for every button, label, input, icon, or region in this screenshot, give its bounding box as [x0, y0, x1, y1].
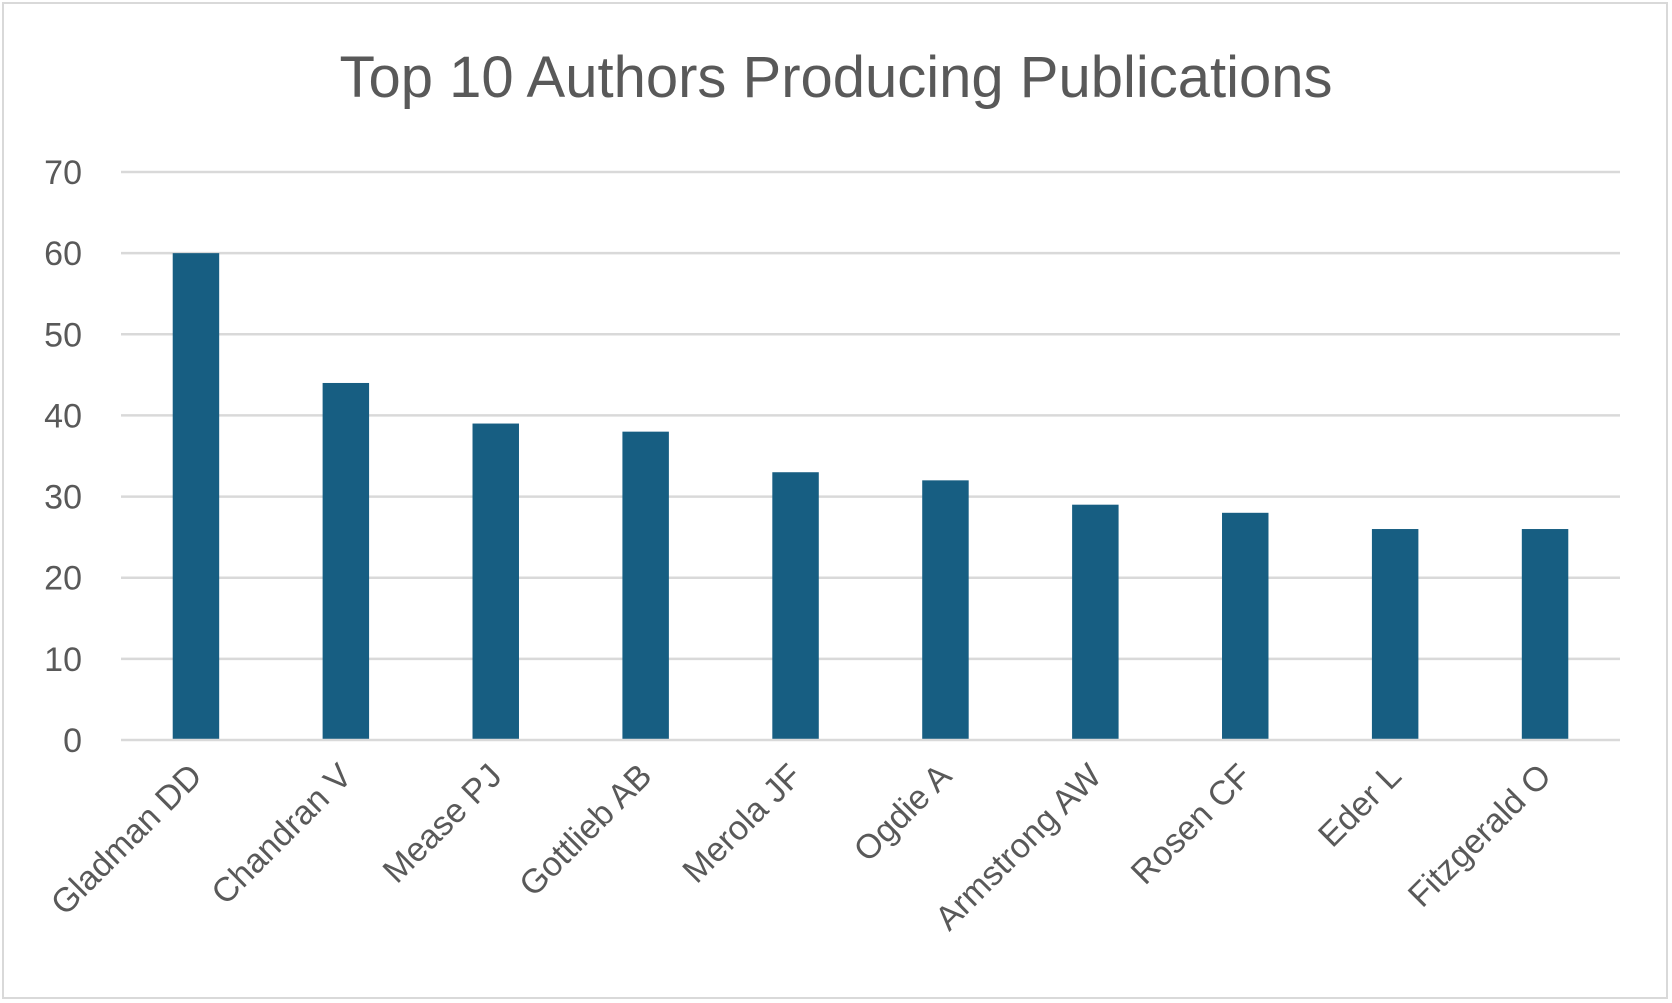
- x-category-label: Gladman DD: [44, 757, 210, 923]
- gridlines: [121, 170, 1620, 661]
- bar: [172, 253, 220, 740]
- bar: [322, 382, 370, 740]
- chart-title: Top 10 Authors Producing Publications: [339, 45, 1332, 110]
- x-category-label: Eder L: [1311, 757, 1409, 855]
- x-category-label: Rosen CF: [1124, 757, 1259, 892]
- x-category-label: Ogdie A: [847, 757, 960, 870]
- x-category-label: Fitzgerald O: [1401, 757, 1559, 915]
- y-tick-label: 30: [44, 479, 82, 517]
- bars: [172, 253, 1569, 740]
- bar: [922, 480, 969, 740]
- y-tick-label: 70: [44, 154, 82, 192]
- bar: [1521, 529, 1569, 740]
- y-tick-label: 0: [63, 722, 82, 760]
- y-tick-label: 40: [44, 397, 82, 435]
- y-tick-label: 50: [44, 316, 82, 354]
- y-tick-label: 60: [44, 235, 82, 273]
- bar: [472, 423, 519, 740]
- x-category-label: Merola JF: [675, 757, 809, 891]
- bar: [1222, 512, 1269, 740]
- x-category-label: Gottlieb AB: [512, 757, 659, 904]
- bar: [1072, 504, 1119, 740]
- x-category-label: Mease PJ: [376, 757, 510, 891]
- y-axis-tick-labels: 0 10 20 30 40 50 60 70: [44, 154, 82, 760]
- bar: [772, 472, 819, 740]
- bar: [622, 431, 669, 740]
- y-tick-label: 20: [44, 560, 82, 598]
- bar: [1371, 529, 1419, 740]
- x-category-label: Chandran V: [204, 757, 359, 912]
- y-tick-label: 10: [44, 641, 82, 679]
